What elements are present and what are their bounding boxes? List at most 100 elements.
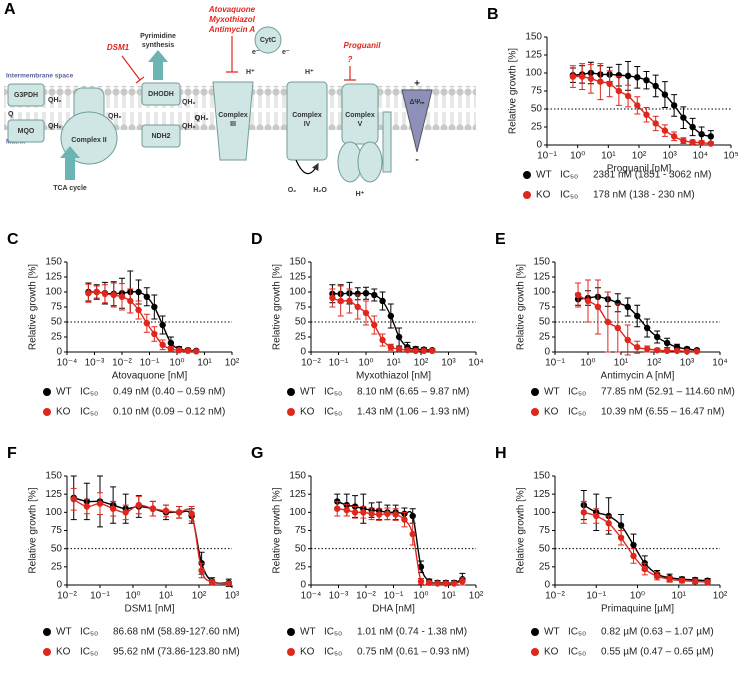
- y-tick-label: 50: [539, 543, 551, 554]
- y-tick-label: 50: [295, 543, 307, 554]
- label: DHODH: [148, 91, 174, 98]
- arrow: [60, 146, 80, 158]
- data-point: [670, 133, 678, 140]
- label: e⁻: [252, 49, 260, 56]
- legend-ic50: 1.01 nM (0.74 - 1.38 nM): [357, 627, 467, 638]
- data-point: [584, 297, 592, 305]
- data-point: [574, 291, 582, 299]
- data-point: [127, 297, 134, 305]
- legend-ic50: 8.10 nM (6.65 – 9.87 nM): [357, 387, 469, 398]
- legend-ic50: 1.43 nM (1.06 – 1.93 nM): [357, 407, 469, 418]
- y-tick-label: 50: [531, 104, 543, 115]
- shape: [341, 83, 379, 145]
- inhibition: [344, 66, 356, 81]
- data-point: [417, 563, 425, 571]
- panel-label: A: [4, 1, 16, 18]
- label: e⁻: [282, 49, 290, 56]
- data-point: [707, 133, 715, 140]
- data-point: [643, 345, 651, 353]
- data-point: [135, 501, 143, 509]
- label: ΔΨₘ: [409, 99, 425, 106]
- shape: [141, 82, 181, 106]
- legend-stat: IC₅₀: [80, 627, 98, 638]
- data-point: [652, 82, 659, 90]
- chart-panel: G 0 25 50 75 100 125 150 10⁻⁴ 10⁻³ 10⁻² 10⁻¹ 10⁰ 10¹ 1…: [251, 445, 484, 657]
- data-point: [693, 348, 701, 355]
- x-axis-label: Proguanil [nM]: [607, 164, 672, 175]
- y-tick-label: 75: [295, 525, 307, 536]
- data-point: [593, 512, 600, 520]
- data-point: [617, 522, 625, 529]
- data-point: [395, 345, 403, 353]
- x-tick-label: 10⁰: [358, 358, 373, 369]
- data-point: [643, 324, 651, 332]
- legend-marker: [523, 191, 531, 199]
- data-point: [689, 123, 696, 131]
- y-tick-label: 0: [300, 580, 306, 591]
- x-tick-label: 10⁻²: [301, 358, 321, 369]
- diagram: A Intermembrane space Matrix G3PDH MQO Q…: [4, 1, 476, 198]
- x-tick-label: 10¹: [614, 358, 629, 369]
- legend-marker: [43, 648, 51, 656]
- x-tick-label: 10⁰: [630, 591, 645, 602]
- legend-marker: [531, 628, 539, 636]
- data-point: [634, 312, 641, 320]
- x-tick-label: 10⁻²: [545, 591, 565, 602]
- y-tick-label: 0: [300, 347, 306, 358]
- label: QH₂: [48, 97, 62, 104]
- x-tick-label: 10¹: [672, 591, 687, 602]
- label: H⁺: [246, 69, 255, 76]
- legend-marker: [287, 628, 295, 636]
- y-tick-label: 25: [295, 561, 307, 572]
- legend-ic50: 95.62 nM (73.86-123.80 nM): [113, 647, 240, 658]
- legend-name: WT: [544, 627, 560, 638]
- inhibitor: Antimycin A: [208, 25, 256, 34]
- y-tick-label: 75: [539, 302, 551, 313]
- data-point: [420, 347, 428, 354]
- y-tick-label: 100: [533, 507, 550, 518]
- legend-marker: [531, 648, 539, 656]
- y-tick-label: 0: [56, 347, 62, 358]
- data-point: [188, 510, 195, 517]
- legend-name: WT: [300, 387, 316, 398]
- x-tick-label: 10⁻¹: [140, 358, 160, 369]
- chart-panel: D 0 25 50 75 100 125 150 10⁻² 10⁻¹ 10⁰ 10¹ 10² 10³ 10⁴…: [251, 231, 484, 417]
- label: O₂: [288, 187, 297, 194]
- shape: [286, 81, 328, 161]
- legend-ic50: 0.82 µM (0.63 – 1.07 µM): [601, 627, 714, 638]
- data-point: [198, 567, 205, 574]
- x-tick-label: 10⁴: [468, 358, 483, 369]
- data-point: [135, 288, 142, 296]
- data-point: [122, 509, 129, 516]
- y-axis-label: Relative growth [%]: [28, 487, 39, 573]
- data-point: [83, 503, 91, 510]
- data-point: [151, 330, 158, 338]
- shape: [60, 111, 118, 165]
- y-tick-label: 125: [525, 50, 542, 61]
- label: Complex: [218, 112, 248, 119]
- x-axis-label: DSM1 [nM]: [124, 604, 174, 615]
- data-point: [580, 509, 588, 516]
- y-tick-label: 150: [45, 257, 62, 268]
- data-point: [680, 137, 687, 144]
- label: III: [230, 121, 236, 128]
- data-point: [641, 565, 648, 573]
- data-point: [379, 336, 386, 344]
- y-tick-label: 100: [525, 68, 542, 79]
- y-tick-label: 0: [56, 580, 62, 591]
- x-tick-label: 10²: [647, 358, 662, 369]
- data-point: [624, 72, 632, 80]
- legend-stat: IC₅₀: [324, 647, 342, 658]
- data-point: [85, 290, 92, 297]
- data-point: [162, 507, 170, 515]
- inhibitor: Proguanil: [344, 41, 382, 50]
- data-point: [70, 496, 77, 503]
- legend-name: KO: [300, 407, 315, 418]
- data-point: [392, 511, 399, 518]
- data-point: [135, 306, 142, 314]
- y-tick-label: 0: [544, 580, 550, 591]
- x-tick-label: 10⁻¹: [537, 151, 557, 162]
- data-point: [653, 347, 661, 354]
- y-tick-label: 50: [51, 543, 63, 554]
- data-point: [96, 500, 104, 507]
